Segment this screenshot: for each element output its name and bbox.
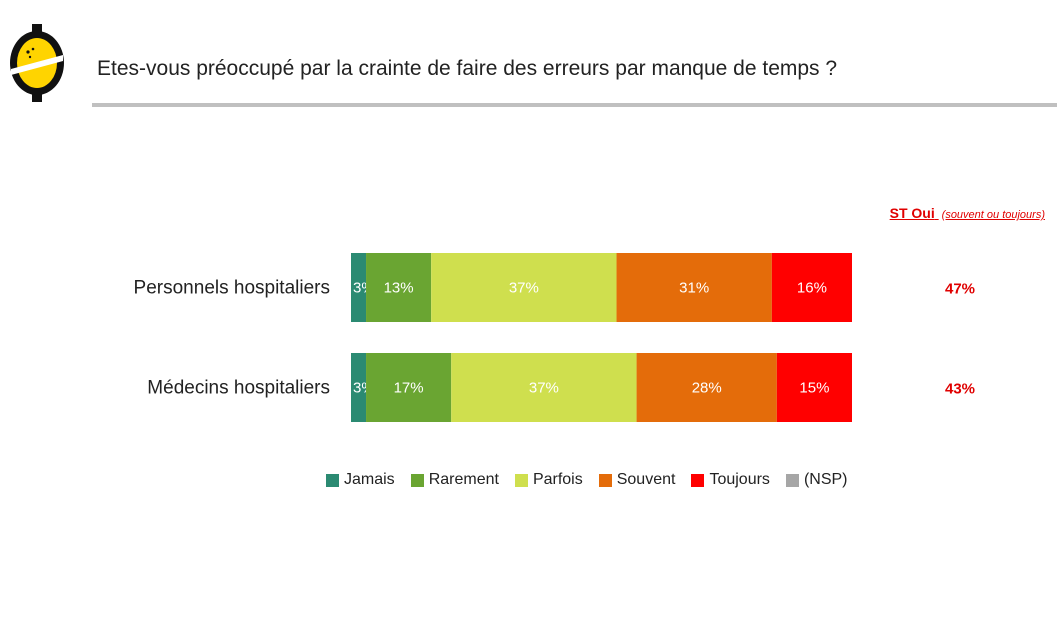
category-label-1: Médecins hospitaliers [147, 378, 330, 399]
bar-toujours-0 [771, 253, 852, 322]
legend-swatch-jamais [326, 473, 339, 487]
legend-swatch-rarement [410, 473, 424, 487]
st-oui-label: ST Oui [889, 205, 935, 221]
data-label-souvent-1: 28% [692, 380, 722, 397]
bar-toujours-1 [776, 353, 852, 422]
data-label-rarement-0: 13% [384, 280, 414, 297]
legend-item-souvent: Souvent [598, 471, 676, 489]
legend-item-nsp: (NSP) [785, 471, 848, 489]
bar-jamais-1 [351, 353, 367, 422]
data-label-toujours-1: 15% [799, 380, 829, 397]
data-label-parfois-1: 37% [529, 380, 559, 397]
legend-label-toujours: Toujours [709, 471, 770, 488]
data-label-parfois-0: 37% [509, 280, 539, 297]
bar-rarement-0 [366, 253, 432, 322]
legend-item-jamais: Jamais [326, 471, 395, 489]
legend-item-rarement: Rarement [410, 471, 499, 489]
legend-swatch-toujours [691, 473, 705, 487]
legend-label-rarement: Rarement [428, 471, 499, 488]
bar-souvent-0 [616, 253, 772, 322]
st-oui-value-0: 47% [945, 281, 975, 298]
bar-rarement-1 [366, 353, 452, 422]
st-oui-value-1: 43% [945, 381, 975, 398]
category-label-0: Personnels hospitaliers [134, 278, 330, 299]
bar-souvent-1 [636, 353, 777, 422]
legend-label-parfois: Parfois [532, 471, 583, 488]
legend-swatch-nsp [785, 473, 799, 487]
bar-parfois-1 [451, 353, 637, 422]
legend-label-nsp: (NSP) [803, 471, 848, 488]
page-title: Etes-vous préoccupé par la crainte de fa… [97, 57, 838, 80]
bar-parfois-0 [431, 253, 617, 322]
chart-legend: Jamais Rarement Parfois Souvent Toujours (NSP… [326, 471, 848, 489]
data-label-rarement-1: 17% [394, 380, 424, 397]
data-label-souvent-0: 31% [679, 280, 709, 297]
legend-item-parfois: Parfois [514, 471, 583, 489]
legend-label-souvent: Souvent [616, 471, 676, 488]
data-label-toujours-0: 16% [797, 280, 827, 297]
st-oui-header: ST Oui (souvent ou toujours) [890, 205, 1045, 221]
legend-label-jamais: Jamais [344, 471, 395, 488]
st-oui-sublabel: (souvent ou toujours) [941, 209, 1045, 221]
title-divider [92, 103, 1057, 107]
bar-jamais-0 [351, 253, 367, 322]
legend-swatch-souvent [598, 473, 612, 487]
brand-logo [10, 24, 64, 102]
legend-item-toujours: Toujours [691, 471, 770, 489]
legend-swatch-parfois [514, 473, 528, 487]
